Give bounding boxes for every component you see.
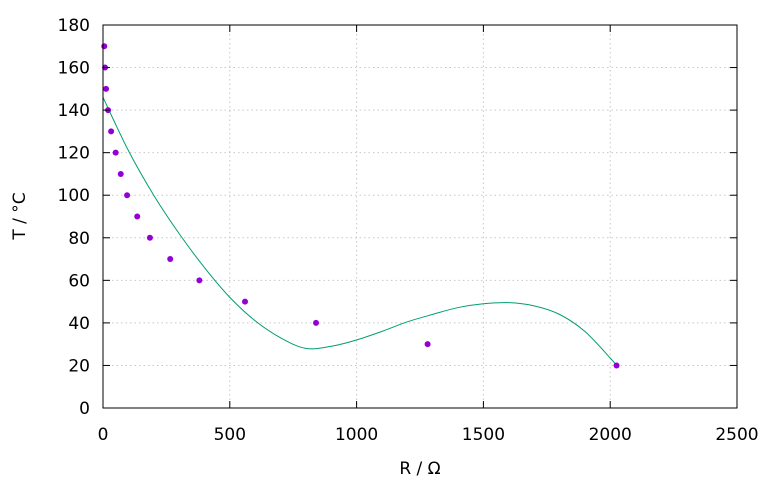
fit-curve [102,97,617,366]
data-points-layer [101,43,620,369]
data-point [134,213,141,220]
y-tick-label: 160 [58,59,90,79]
y-tick-label: 140 [58,101,90,121]
data-point [124,192,131,199]
data-point [103,85,110,92]
x-tick-label: 2500 [715,425,758,445]
y-tick-label: 0 [79,399,90,419]
data-point [424,341,431,348]
y-axis-title: T / °C [10,192,30,240]
y-tick-label: 100 [58,186,90,206]
data-point [117,170,124,177]
y-tick-label: 180 [58,16,90,36]
y-tick-label: 120 [58,144,90,164]
x-tick-label: 500 [214,425,246,445]
plot-frame [102,24,738,409]
fit-curve-layer [102,97,617,366]
x-tick-label: 1500 [462,425,505,445]
y-tick-label: 80 [68,229,90,249]
data-point [196,277,203,284]
axis-ticks [102,24,738,409]
data-point [613,362,620,369]
x-axis-title: R / Ω [399,459,440,479]
y-tick-label: 20 [68,356,90,376]
data-point [108,128,115,135]
x-tick-label: 2000 [589,425,632,445]
x-tick-labels: 0 500 1000 1500 2000 2500 [98,425,759,445]
x-tick-label: 1000 [335,425,378,445]
data-point [242,298,249,305]
grid-lines [103,25,737,408]
data-point [167,256,174,263]
y-tick-label: 40 [68,314,90,334]
y-tick-labels: 0 20 40 60 80 100 120 140 160 180 [58,16,90,419]
data-point [146,234,153,241]
data-point [112,149,119,156]
y-tick-label: 60 [68,271,90,291]
x-tick-label: 0 [98,425,109,445]
data-point [313,319,320,326]
data-point [101,43,108,50]
